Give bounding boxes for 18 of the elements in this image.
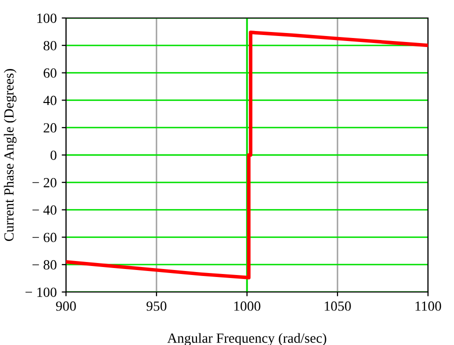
y-tick-label: 80 <box>44 40 56 50</box>
y-tick-label: − 80 <box>32 260 56 270</box>
y-tick-label: − 20 <box>32 178 56 188</box>
x-tick-label: 900 <box>56 301 76 311</box>
y-tick-label: − 60 <box>32 232 56 242</box>
y-tick-label: 20 <box>44 123 56 133</box>
x-tick-label: 950 <box>146 301 166 311</box>
y-tick-label: 0 <box>50 150 56 160</box>
y-tick-label: 40 <box>43 96 56 106</box>
x-tick-label: 1050 <box>324 301 351 311</box>
y-tick-label: − 40 <box>32 205 56 215</box>
y-tick-label: − 100 <box>26 288 56 297</box>
x-tick-label: 1100 <box>416 301 442 311</box>
y-tick-label: 100 <box>37 14 56 23</box>
x-tick-label: 1000 <box>234 301 260 311</box>
y-tick-label: 60 <box>44 68 56 78</box>
line-series <box>66 30 428 280</box>
y-axis-title: Current Phase Angle (Degrees) <box>4 69 16 242</box>
